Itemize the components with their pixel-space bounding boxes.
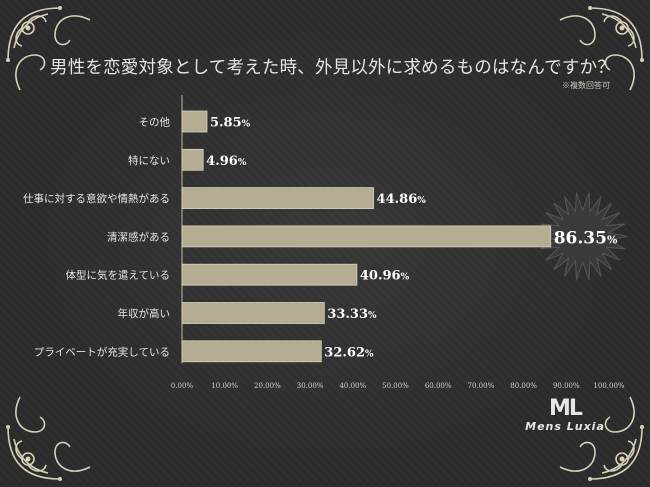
data-label-unit: % [368, 311, 377, 321]
data-label: 44.86% [377, 192, 427, 207]
category-label: 特にない [128, 155, 170, 167]
data-label: 4.96% [206, 154, 247, 169]
data-label-unit: % [401, 273, 410, 283]
bar [181, 340, 322, 363]
category-label: 仕事に対する意欲や情熱がある [23, 192, 170, 205]
brand-logo: ML Mens Luxia [525, 396, 605, 434]
data-label-unit: % [242, 120, 251, 130]
data-label: 5.85% [210, 116, 251, 131]
chart-title: 男性を恋愛対象として考えた時、外見以外に求めるものはなんですか？ [50, 58, 615, 78]
x-tick-label: 20.00% [254, 382, 281, 390]
bar [181, 302, 325, 324]
x-tick-label: 0.00% [171, 382, 194, 390]
x-tick-label: 30.00% [297, 382, 324, 390]
x-tick-label: 10.00% [211, 382, 238, 390]
brand-mark: ML [549, 396, 583, 421]
brand-name: Mens Luxia [525, 420, 605, 433]
data-label-unit: % [365, 349, 374, 359]
data-label: 33.33% [327, 307, 377, 322]
multiple-answer-note: ※複数回答可 [562, 81, 610, 90]
x-tick-label: 60.00% [425, 382, 452, 390]
data-label-unit: % [238, 158, 247, 168]
bar [181, 110, 208, 133]
category-label: 年収が高い [118, 307, 171, 320]
ornament-bottom-left [6, 396, 91, 481]
data-label-unit: % [607, 233, 618, 246]
x-tick-label: 90.00% [553, 382, 580, 390]
x-tick-label: 70.00% [468, 382, 495, 390]
bar [181, 225, 552, 248]
x-tick-label: 40.00% [339, 382, 366, 390]
x-tick-label: 100.00% [593, 382, 624, 390]
bar [181, 148, 204, 171]
ornament-bottom-right [559, 396, 644, 481]
x-tick-label: 50.00% [382, 382, 409, 390]
data-label: 40.96% [360, 269, 410, 284]
ornament-top-left [6, 6, 91, 91]
category-label: その他 [139, 116, 171, 129]
data-label: 32.62% [324, 345, 374, 360]
category-label: 清潔感がある [107, 230, 170, 243]
category-label: 体型に気を遣えている [66, 269, 170, 282]
data-label: 86.35% [554, 228, 618, 248]
x-tick-label: 80.00% [510, 382, 537, 390]
bar [181, 187, 374, 210]
bar [181, 263, 358, 286]
ornament-top-right [559, 6, 644, 91]
data-label-unit: % [417, 196, 426, 206]
category-label: プライベートが充実している [34, 345, 170, 358]
